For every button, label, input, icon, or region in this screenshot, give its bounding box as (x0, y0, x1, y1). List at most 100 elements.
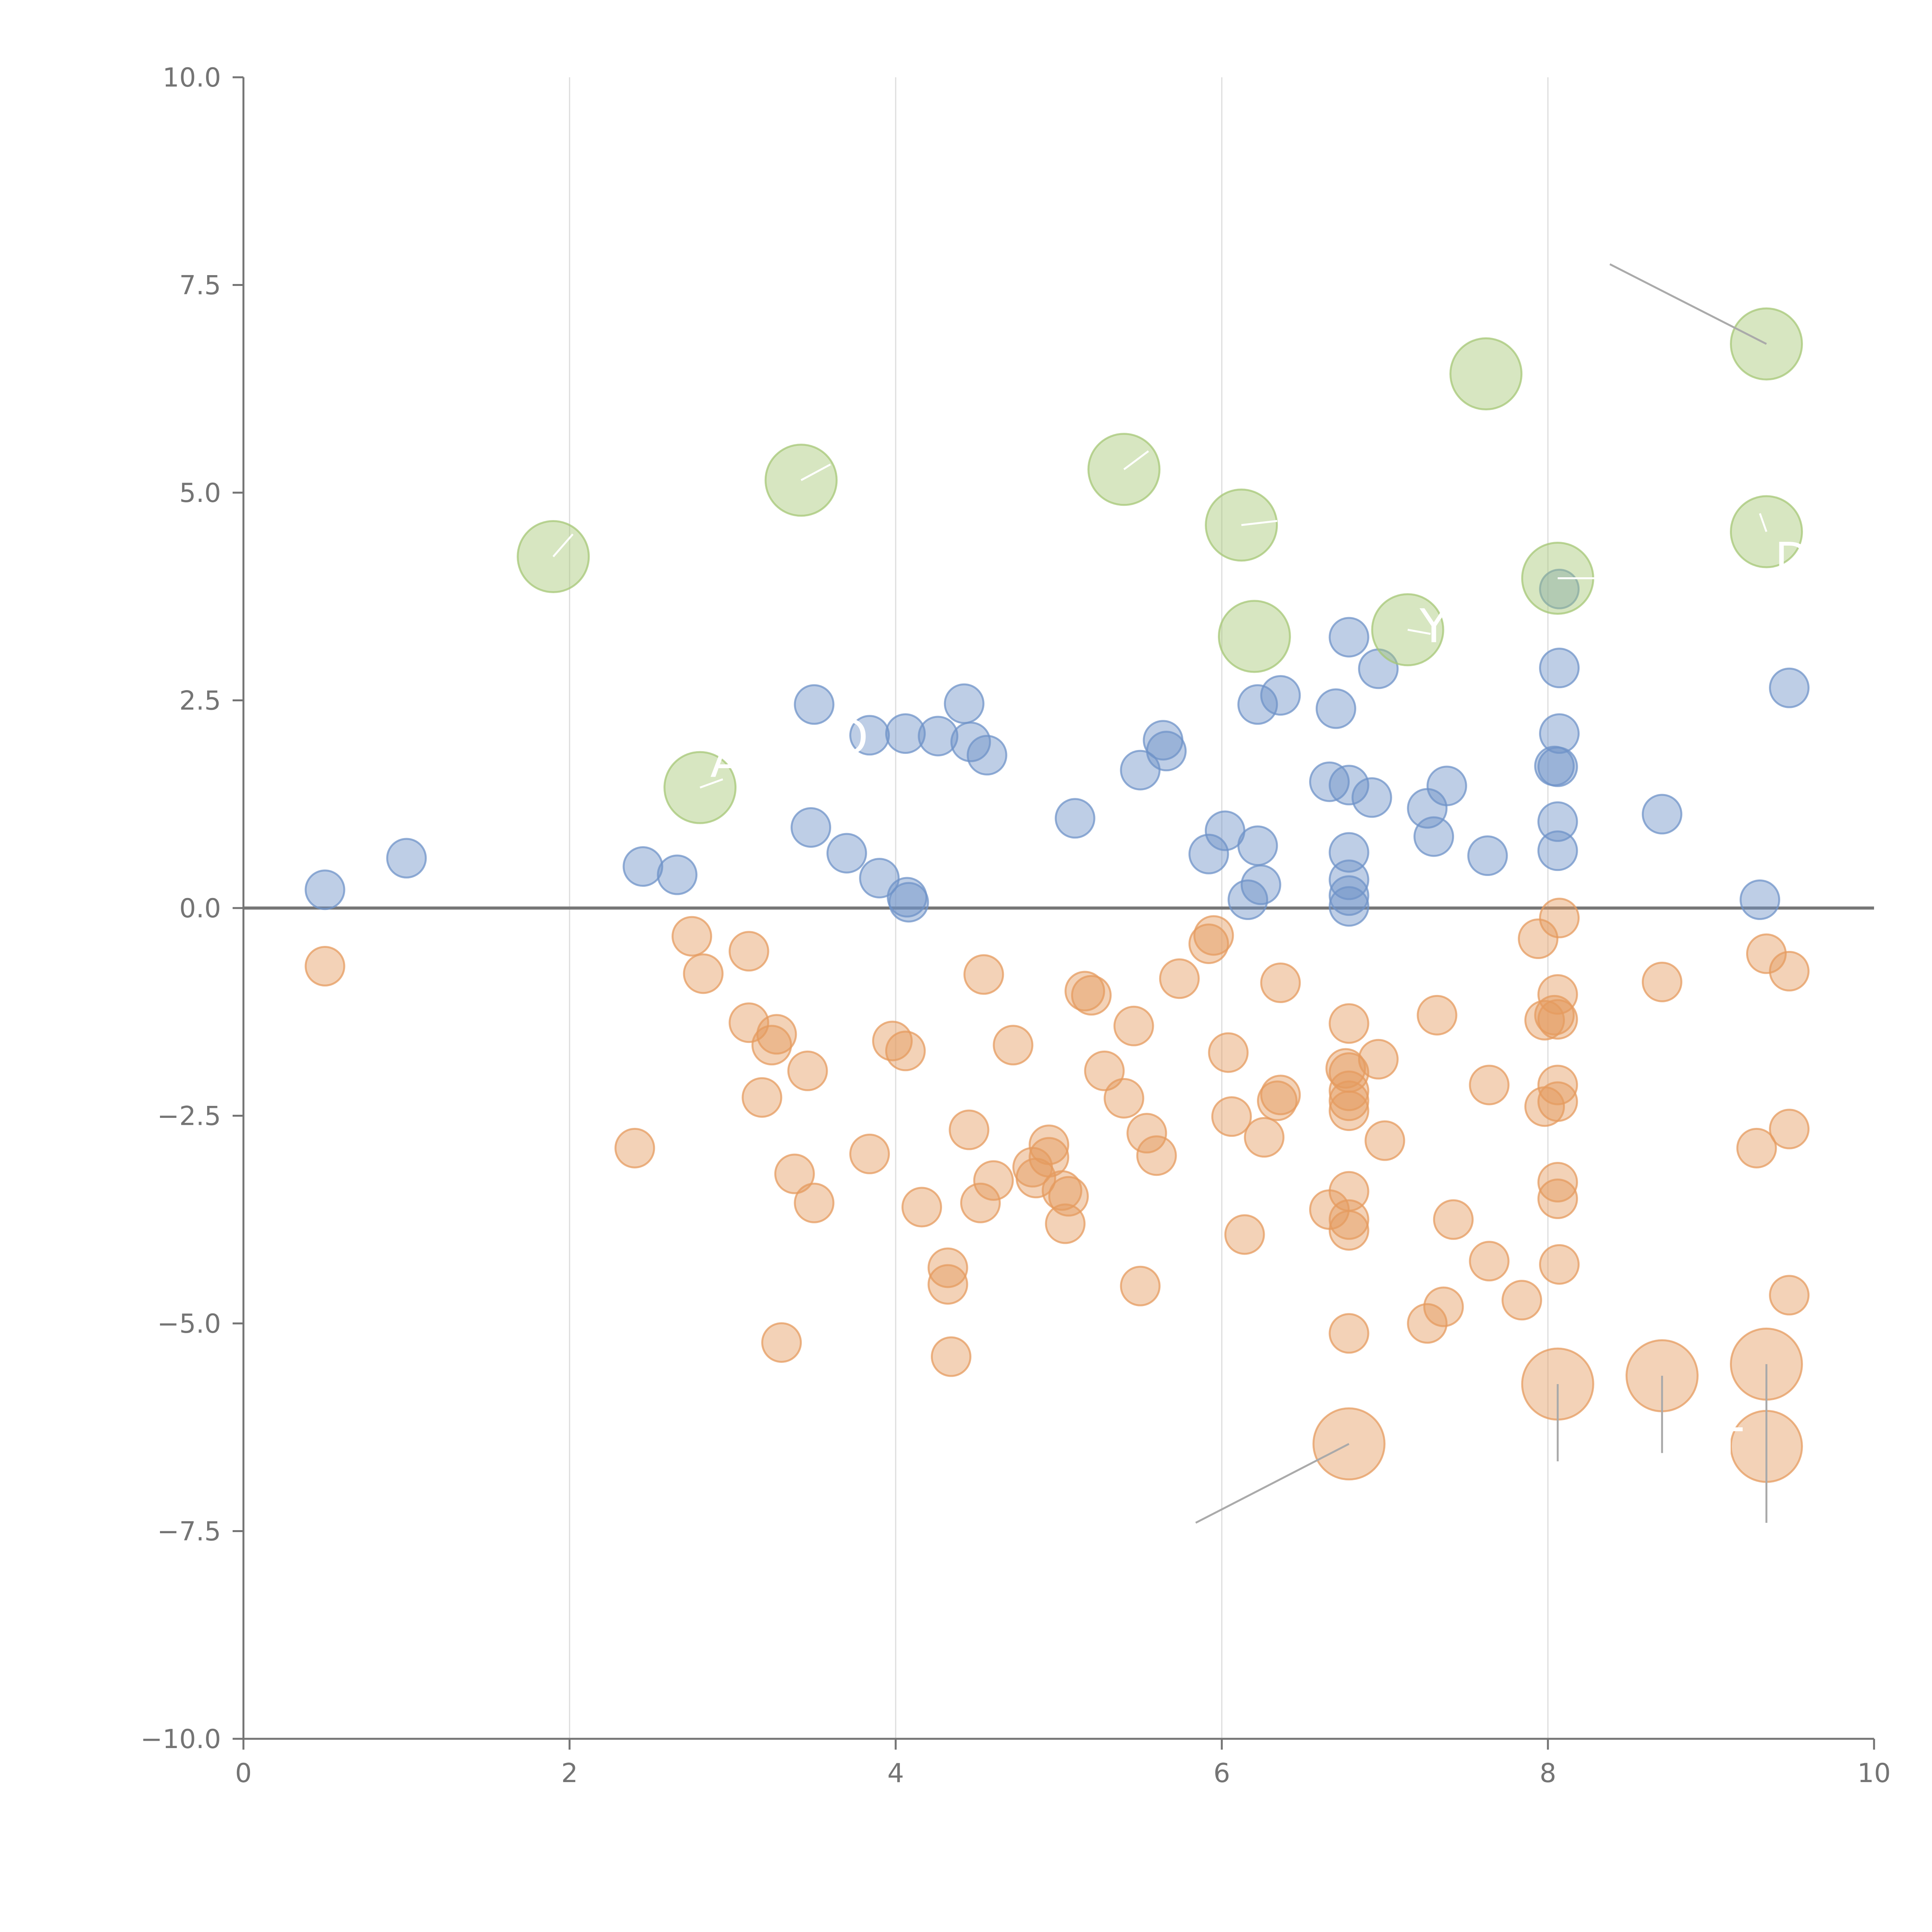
x-tick-label: 2 (561, 1758, 578, 1789)
data-point-negative (901, 1187, 942, 1228)
data-point-negative (751, 1025, 792, 1066)
annotation-labels: D Y A O NT (710, 533, 1810, 1473)
y-tick-label: 7.5 (179, 270, 221, 301)
data-point-positive (1054, 798, 1095, 839)
data-point-negative (1208, 1032, 1249, 1073)
data-point-negative (1211, 1096, 1252, 1137)
data-point-negative (1769, 1275, 1810, 1316)
data-point-negative (1120, 1265, 1161, 1306)
data-point-negative (1407, 1303, 1448, 1344)
data-point-positive (1240, 864, 1281, 905)
data-point-positive (950, 721, 991, 762)
annotation-connector (699, 778, 723, 789)
y-tick-label: −5.0 (157, 1309, 221, 1339)
data-point-negative (1539, 898, 1580, 939)
data-point-negative (1746, 933, 1787, 974)
data-point-positive (1537, 747, 1578, 787)
data-point-negative (993, 1025, 1034, 1066)
data-point-negative (1537, 974, 1578, 1015)
data-point-positive (1237, 684, 1278, 725)
y-tick-label: 2.5 (179, 686, 221, 716)
annotation-label: Y (1419, 600, 1448, 653)
data-point-negative (787, 1050, 828, 1091)
data-point-negative (1537, 1081, 1578, 1122)
data-point-negative (1328, 1210, 1369, 1251)
data-point-negative (1537, 1162, 1578, 1202)
data-point-negative (761, 1322, 802, 1363)
data-point-negative (614, 1128, 655, 1168)
annotation-connector (1407, 629, 1431, 635)
data-point-positive (304, 869, 345, 910)
y-tick-label: 10.0 (163, 63, 221, 93)
annotation-connector (1123, 450, 1149, 470)
data-point-negative (1048, 1176, 1089, 1217)
data-point-positive (1237, 825, 1278, 866)
data-point-positive (1537, 801, 1578, 842)
data-point-negative (1136, 1135, 1177, 1176)
data-point-negative (1469, 1241, 1510, 1282)
data-point-negative (742, 1077, 782, 1118)
annotation-connector (801, 463, 831, 481)
data-point-negative (1641, 961, 1682, 1002)
data-point-positive (885, 713, 926, 754)
y-tick-label: 0.0 (179, 893, 221, 924)
data-point-positive (1539, 713, 1580, 754)
data-point-negative (683, 953, 724, 994)
data-point-negative (728, 931, 769, 972)
x-tick-label: 0 (235, 1758, 252, 1789)
y-tick-label: −7.5 (157, 1517, 221, 1547)
data-point-positive (1260, 675, 1301, 716)
data-point-positive (794, 684, 835, 725)
annotation-connectors (552, 263, 1767, 1524)
data-point-positive (1328, 875, 1369, 916)
data-point-positive (1328, 886, 1369, 927)
annotation-label: D (1775, 533, 1810, 587)
data-point-positive (1769, 667, 1810, 708)
data-point-positive (1351, 777, 1392, 818)
data-point-positive (1188, 833, 1229, 874)
data-point-positive (791, 807, 832, 848)
data-point-positive (944, 683, 985, 724)
annotation-connector (552, 533, 574, 558)
data-point-negative (304, 946, 345, 986)
y-tick-label: −2.5 (157, 1101, 221, 1132)
data-point-positive (1641, 794, 1682, 835)
data-point-positive (657, 854, 698, 895)
annotation-connector (1241, 520, 1277, 526)
data-point-negative (1084, 1050, 1125, 1091)
data-point-negative (1104, 1078, 1145, 1119)
annotation-label: O (832, 711, 868, 765)
data-point-negative (1328, 1080, 1369, 1121)
data-point-negative (1328, 1199, 1369, 1240)
x-tick-label: 6 (1213, 1758, 1230, 1789)
data-point-positive (622, 846, 663, 887)
data-point-negative (885, 1031, 926, 1071)
data-point-negative (1029, 1124, 1070, 1165)
data-point-negative (672, 916, 712, 957)
data-point-negative (1501, 1280, 1542, 1321)
data-point-negative (1159, 958, 1200, 999)
y-tick-label: −10.0 (141, 1724, 221, 1755)
annotation-label: NT (1679, 1419, 1743, 1473)
data-point-positive (1426, 765, 1467, 806)
data-point-negative (1537, 1065, 1578, 1105)
data-point-negative (1065, 971, 1105, 1012)
x-tick-label: 10 (1857, 1758, 1891, 1789)
data-point-positive (966, 735, 1007, 776)
annotation-connector (1195, 1443, 1350, 1524)
data-point-negative (1328, 1090, 1369, 1131)
highlight-point-positive (1218, 600, 1291, 673)
highlight-point-positive (1449, 337, 1523, 411)
data-point-negative (1041, 1170, 1082, 1211)
data-point-positive (1539, 568, 1580, 609)
annotation-label: A (710, 734, 742, 788)
data-point-negative (1328, 1003, 1369, 1044)
data-point-negative (756, 1014, 797, 1055)
data-point-positive (859, 858, 900, 899)
data-point-positive (826, 833, 867, 874)
data-point-negative (849, 1133, 890, 1174)
data-point-negative (1224, 1214, 1265, 1255)
annotation-connector (1609, 263, 1767, 345)
data-point-negative (1358, 1039, 1399, 1080)
